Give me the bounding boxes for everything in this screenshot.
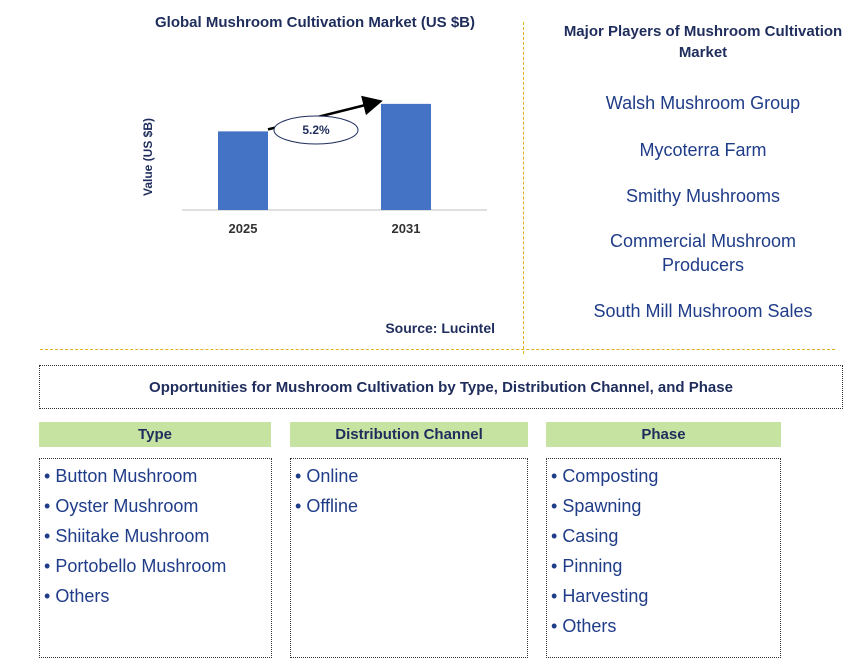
bullet-icon: • <box>44 556 51 576</box>
bullet-icon: • <box>551 466 558 486</box>
list-item: • Online <box>295 461 527 491</box>
list-item-label: Shiitake Mushroom <box>55 526 210 546</box>
bar-2031 <box>381 103 431 210</box>
chart-title: Global Mushroom Cultivation Market (US $… <box>154 14 476 31</box>
bullet-icon: • <box>295 466 302 486</box>
x-tick-label: 2031 <box>392 221 421 236</box>
y-axis-label: Value (US $B) <box>141 118 155 196</box>
cagr-bubble <box>273 115 359 145</box>
list-item-label: Spawning <box>562 496 642 516</box>
list-item: • Offline <box>295 491 527 521</box>
list-item-label: Portobello Mushroom <box>55 556 227 576</box>
list-item: • Spawning <box>551 491 780 521</box>
list-item-label: Others <box>55 586 110 606</box>
list-item: • Others <box>44 581 271 611</box>
list-item-label: Online <box>306 466 359 486</box>
bullet-icon: • <box>44 496 51 516</box>
bullet-icon: • <box>551 496 558 516</box>
bullet-icon: • <box>551 556 558 576</box>
bullet-icon: • <box>551 526 558 546</box>
chart-source: Source: Lucintel <box>385 320 495 336</box>
type-list: • Button Mushroom • Oyster Mushroom • Shiitak… <box>39 458 272 658</box>
bullet-icon: • <box>295 496 302 516</box>
players-title: Major Players of Mushroom Cultivation Ma… <box>563 23 843 61</box>
bar-chart: Value (US $B) 2025 2031 5.2% <box>141 95 487 236</box>
player-name: Walsh Mushroom Group <box>605 93 801 113</box>
list-item-label: Harvesting <box>562 586 649 606</box>
list-item-label: Pinning <box>562 556 623 576</box>
type-header: Type <box>39 422 271 447</box>
opportunities-title: Opportunities for Mushroom Cultivation b… <box>39 365 843 409</box>
list-item-label: Button Mushroom <box>55 466 198 486</box>
bar-2025 <box>218 131 268 210</box>
distribution-channel-list: • Online • Offline <box>290 458 528 658</box>
cagr-label: 5.2% <box>302 123 330 137</box>
phase-list: • Composting • Spawning • Casing • Pinning • Harv… <box>546 458 781 658</box>
list-item: • Casing <box>551 521 780 551</box>
list-item-label: Casing <box>562 526 619 546</box>
list-item-label: Others <box>562 616 617 636</box>
player-name: South Mill Mushroom Sales <box>593 301 813 321</box>
x-tick-label: 2025 <box>229 221 258 236</box>
list-item-label: Composting <box>562 466 659 486</box>
list-item: • Oyster Mushroom <box>44 491 271 521</box>
distribution-channel-header: Distribution Channel <box>290 422 528 447</box>
list-item-label: Oyster Mushroom <box>55 496 199 516</box>
horizontal-divider <box>40 349 835 350</box>
phase-header: Phase <box>546 422 781 447</box>
list-item: • Button Mushroom <box>44 461 271 491</box>
list-item: • Composting <box>551 461 780 491</box>
list-item: • Shiitake Mushroom <box>44 521 271 551</box>
list-item: • Harvesting <box>551 581 780 611</box>
player-name: Commercial Mushroom Producers <box>609 231 797 275</box>
list-item: • Others <box>551 611 780 641</box>
player-name: Smithy Mushrooms <box>625 186 781 206</box>
bullet-icon: • <box>44 526 51 546</box>
player-name: Mycoterra Farm <box>639 140 767 160</box>
vertical-divider <box>523 22 524 354</box>
bullet-icon: • <box>551 616 558 636</box>
bullet-icon: • <box>551 586 558 606</box>
list-item: • Portobello Mushroom <box>44 551 271 581</box>
bullet-icon: • <box>44 466 51 486</box>
list-item: • Pinning <box>551 551 780 581</box>
list-item-label: Offline <box>306 496 359 516</box>
bullet-icon: • <box>44 586 51 606</box>
